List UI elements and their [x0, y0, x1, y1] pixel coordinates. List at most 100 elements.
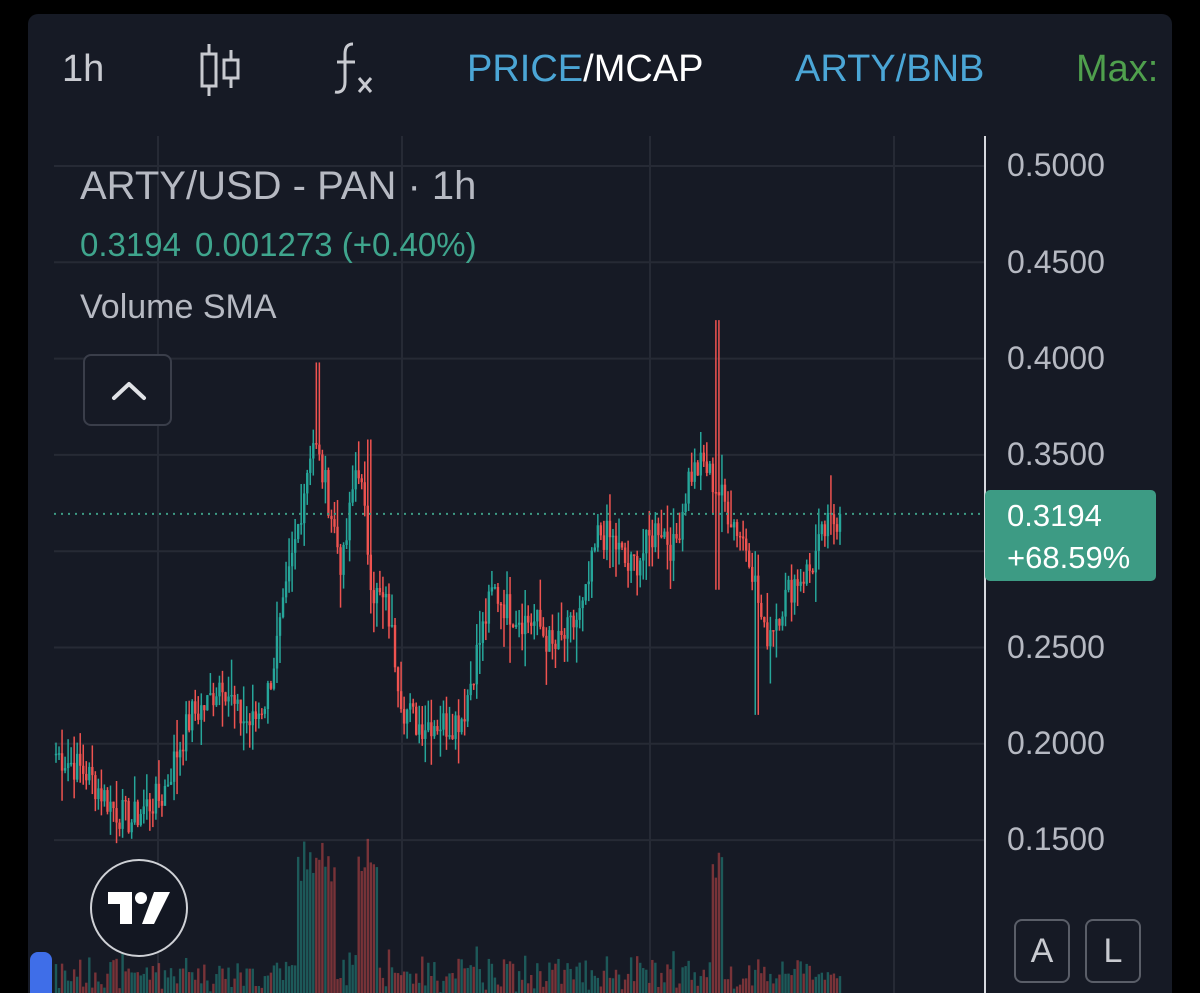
volume-bar — [781, 961, 784, 993]
volume-bar — [85, 982, 88, 993]
candle-body — [805, 564, 808, 584]
candle-body — [239, 699, 242, 724]
candlestick-icon[interactable] — [198, 40, 242, 110]
candle-body — [511, 624, 515, 627]
volume-bar — [614, 969, 618, 993]
candle-body — [63, 768, 67, 771]
volume-bar — [469, 965, 472, 993]
candle-body — [620, 542, 624, 548]
scroll-handle[interactable] — [30, 952, 52, 993]
candle-body — [708, 463, 712, 473]
volume-bar — [696, 985, 699, 993]
volume-bar — [166, 977, 170, 993]
candle-body — [127, 800, 130, 833]
candle-body — [796, 579, 799, 586]
volume-bar — [793, 968, 796, 993]
volume-bar — [299, 880, 303, 993]
volume-bar — [248, 968, 251, 993]
max-button[interactable]: Max: — [1076, 48, 1159, 90]
volume-bar — [602, 970, 606, 993]
volume-bar — [672, 951, 675, 993]
volume-bar — [517, 971, 521, 993]
price-tick: 0.2500 — [1007, 629, 1105, 665]
volume-bar — [257, 986, 261, 993]
candle-body — [436, 726, 439, 732]
collapse-legend-button[interactable] — [83, 354, 172, 426]
candle-body — [760, 602, 763, 617]
volume-bar — [693, 972, 696, 993]
volume-bar — [230, 986, 233, 993]
volume-bar — [829, 974, 833, 993]
candle-body — [754, 575, 757, 582]
volume-bar — [430, 975, 433, 993]
candle-body — [536, 609, 539, 622]
candle-body — [287, 566, 291, 582]
volume-bar — [520, 979, 524, 993]
candle-body — [221, 682, 224, 693]
volume-bar — [275, 962, 279, 993]
volume-bar — [324, 866, 327, 993]
volume-bar — [466, 967, 469, 993]
volume-bar — [366, 838, 369, 993]
candle-body — [69, 762, 73, 765]
volume-bar — [178, 968, 182, 993]
volume-bar — [348, 952, 351, 993]
volume-bar — [351, 964, 354, 993]
candle-body — [151, 811, 155, 814]
candle-body — [578, 608, 581, 620]
volume-bar — [306, 869, 309, 993]
volume-bar — [811, 979, 814, 993]
candle-body — [433, 726, 436, 737]
volume-bar — [732, 988, 736, 993]
pair-button[interactable]: ARTY/BNB — [795, 48, 985, 90]
volume-bar — [321, 842, 324, 993]
log-scale-button[interactable]: L — [1085, 919, 1141, 983]
candle-body — [493, 587, 497, 589]
volume-bar — [808, 965, 811, 993]
volume-bar — [154, 972, 158, 993]
candle-body — [230, 694, 233, 697]
volume-bar — [487, 958, 491, 993]
candle-body — [530, 622, 533, 626]
candle-body — [103, 790, 106, 802]
price-tick: 0.4500 — [1007, 244, 1105, 280]
candle-body — [554, 643, 557, 649]
volume-bar — [629, 957, 633, 993]
volume-bar — [224, 978, 227, 993]
candle-body — [602, 535, 606, 550]
candle-body — [133, 801, 136, 823]
price-mcap-toggle[interactable]: PRICE/MCAP — [467, 47, 704, 91]
price-tick: 0.3500 — [1007, 436, 1105, 472]
candle-body — [611, 535, 615, 538]
volume-bar — [617, 974, 621, 993]
candle-body — [747, 550, 751, 567]
volume-bar — [191, 972, 194, 993]
candle-body — [596, 525, 600, 548]
tradingview-logo[interactable] — [90, 859, 188, 957]
volume-bar — [484, 989, 488, 993]
volume-bar — [533, 988, 536, 993]
volume-bar — [729, 966, 733, 993]
price-chart[interactable] — [28, 14, 1172, 993]
volume-bar — [203, 964, 206, 993]
volume-bar — [460, 959, 463, 993]
fx-icon[interactable] — [331, 38, 379, 108]
volume-bar — [708, 962, 712, 993]
candle-body — [369, 554, 373, 591]
candle-body — [781, 616, 784, 626]
auto-scale-button[interactable]: A — [1014, 919, 1070, 983]
volume-bar — [360, 870, 363, 993]
candle-body — [660, 535, 663, 538]
volume-bar — [690, 979, 693, 993]
candle-body — [711, 463, 715, 493]
volume-bar — [284, 961, 288, 993]
volume-bar — [699, 976, 702, 993]
candle-body — [523, 615, 527, 635]
volume-bar — [684, 966, 687, 993]
candle-body — [557, 630, 560, 649]
candle-body — [399, 691, 403, 709]
candle-body — [763, 616, 766, 623]
interval-button[interactable]: 1h — [62, 48, 105, 90]
volume-bar — [378, 967, 382, 993]
volume-bar — [787, 973, 790, 993]
